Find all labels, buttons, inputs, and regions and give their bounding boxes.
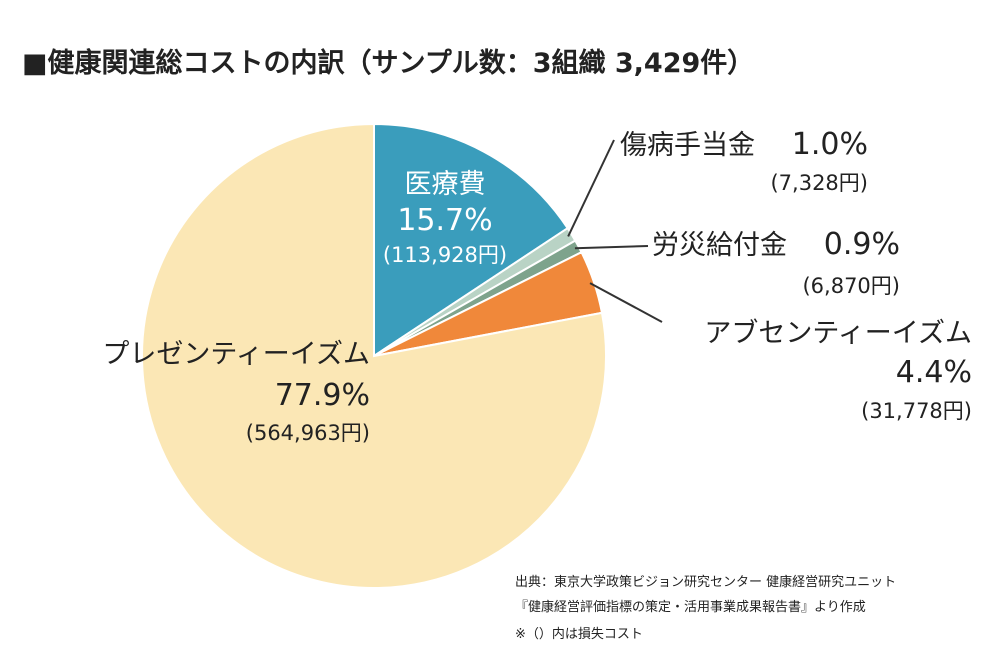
slice-percent-absenteeism: 4.4% — [896, 355, 972, 390]
slice-amount-rousai: (6,870円) — [802, 274, 900, 298]
source-notes: 出典：東京大学政策ビジョン研究センター 健康経営研究ユニット 『健康経営評価指標… — [515, 574, 896, 642]
label-group-presenteeism: プレゼンティーイズム 77.9% (564,963円) — [102, 339, 370, 445]
pie-slice-presenteeism — [141, 122, 607, 589]
slice-label-presenteeism: プレゼンティーイズム — [102, 339, 370, 370]
slice-amount-presenteeism: (564,963円) — [246, 421, 370, 445]
slice-percent-rousai: 0.9% — [824, 227, 900, 262]
label-group-shoubyou: 傷病手当金 1.0% (7,328円) — [620, 127, 868, 195]
leader-lines — [567, 139, 663, 323]
source-line-1: 出典：東京大学政策ビジョン研究センター 健康経営研究ユニット — [515, 574, 896, 590]
slice-percent-presenteeism: 77.9% — [275, 378, 370, 413]
source-line-3: ※（）内は損失コスト — [515, 626, 643, 642]
slice-label-shoubyou: 傷病手当金 — [620, 130, 755, 161]
slice-amount-shoubyou: (7,328円) — [770, 171, 868, 195]
slice-amount-absenteeism: (31,778円) — [861, 399, 972, 423]
slice-amount-iryouhi: (113,928円) — [383, 243, 507, 267]
slice-percent-shoubyou: 1.0% — [792, 127, 868, 162]
leader-line-absenteeism — [589, 282, 663, 323]
slice-label-iryouhi: 医療費 — [405, 169, 486, 200]
leader-line-rousai — [574, 245, 649, 250]
chart-title: ■健康関連総コストの内訳（サンプル数：3組織 3,429件） — [22, 47, 754, 79]
slice-label-rousai: 労災給付金 — [652, 230, 787, 261]
label-group-iryouhi: 医療費 15.7% (113,928円) — [383, 169, 507, 267]
label-group-absenteeism: アブセンティーイズム 4.4% (31,778円) — [704, 318, 972, 423]
label-group-rousai: 労災給付金 0.9% (6,870円) — [652, 227, 900, 298]
slice-percent-iryouhi: 15.7% — [397, 203, 492, 238]
source-line-2: 『健康経営評価指標の策定・活用事業成果報告書』より作成 — [515, 599, 866, 615]
pie-slices — [141, 122, 607, 589]
leader-line-shoubyou — [567, 139, 615, 237]
slice-label-absenteeism: アブセンティーイズム — [704, 318, 972, 349]
pie-slice-iryouhi — [373, 122, 570, 358]
